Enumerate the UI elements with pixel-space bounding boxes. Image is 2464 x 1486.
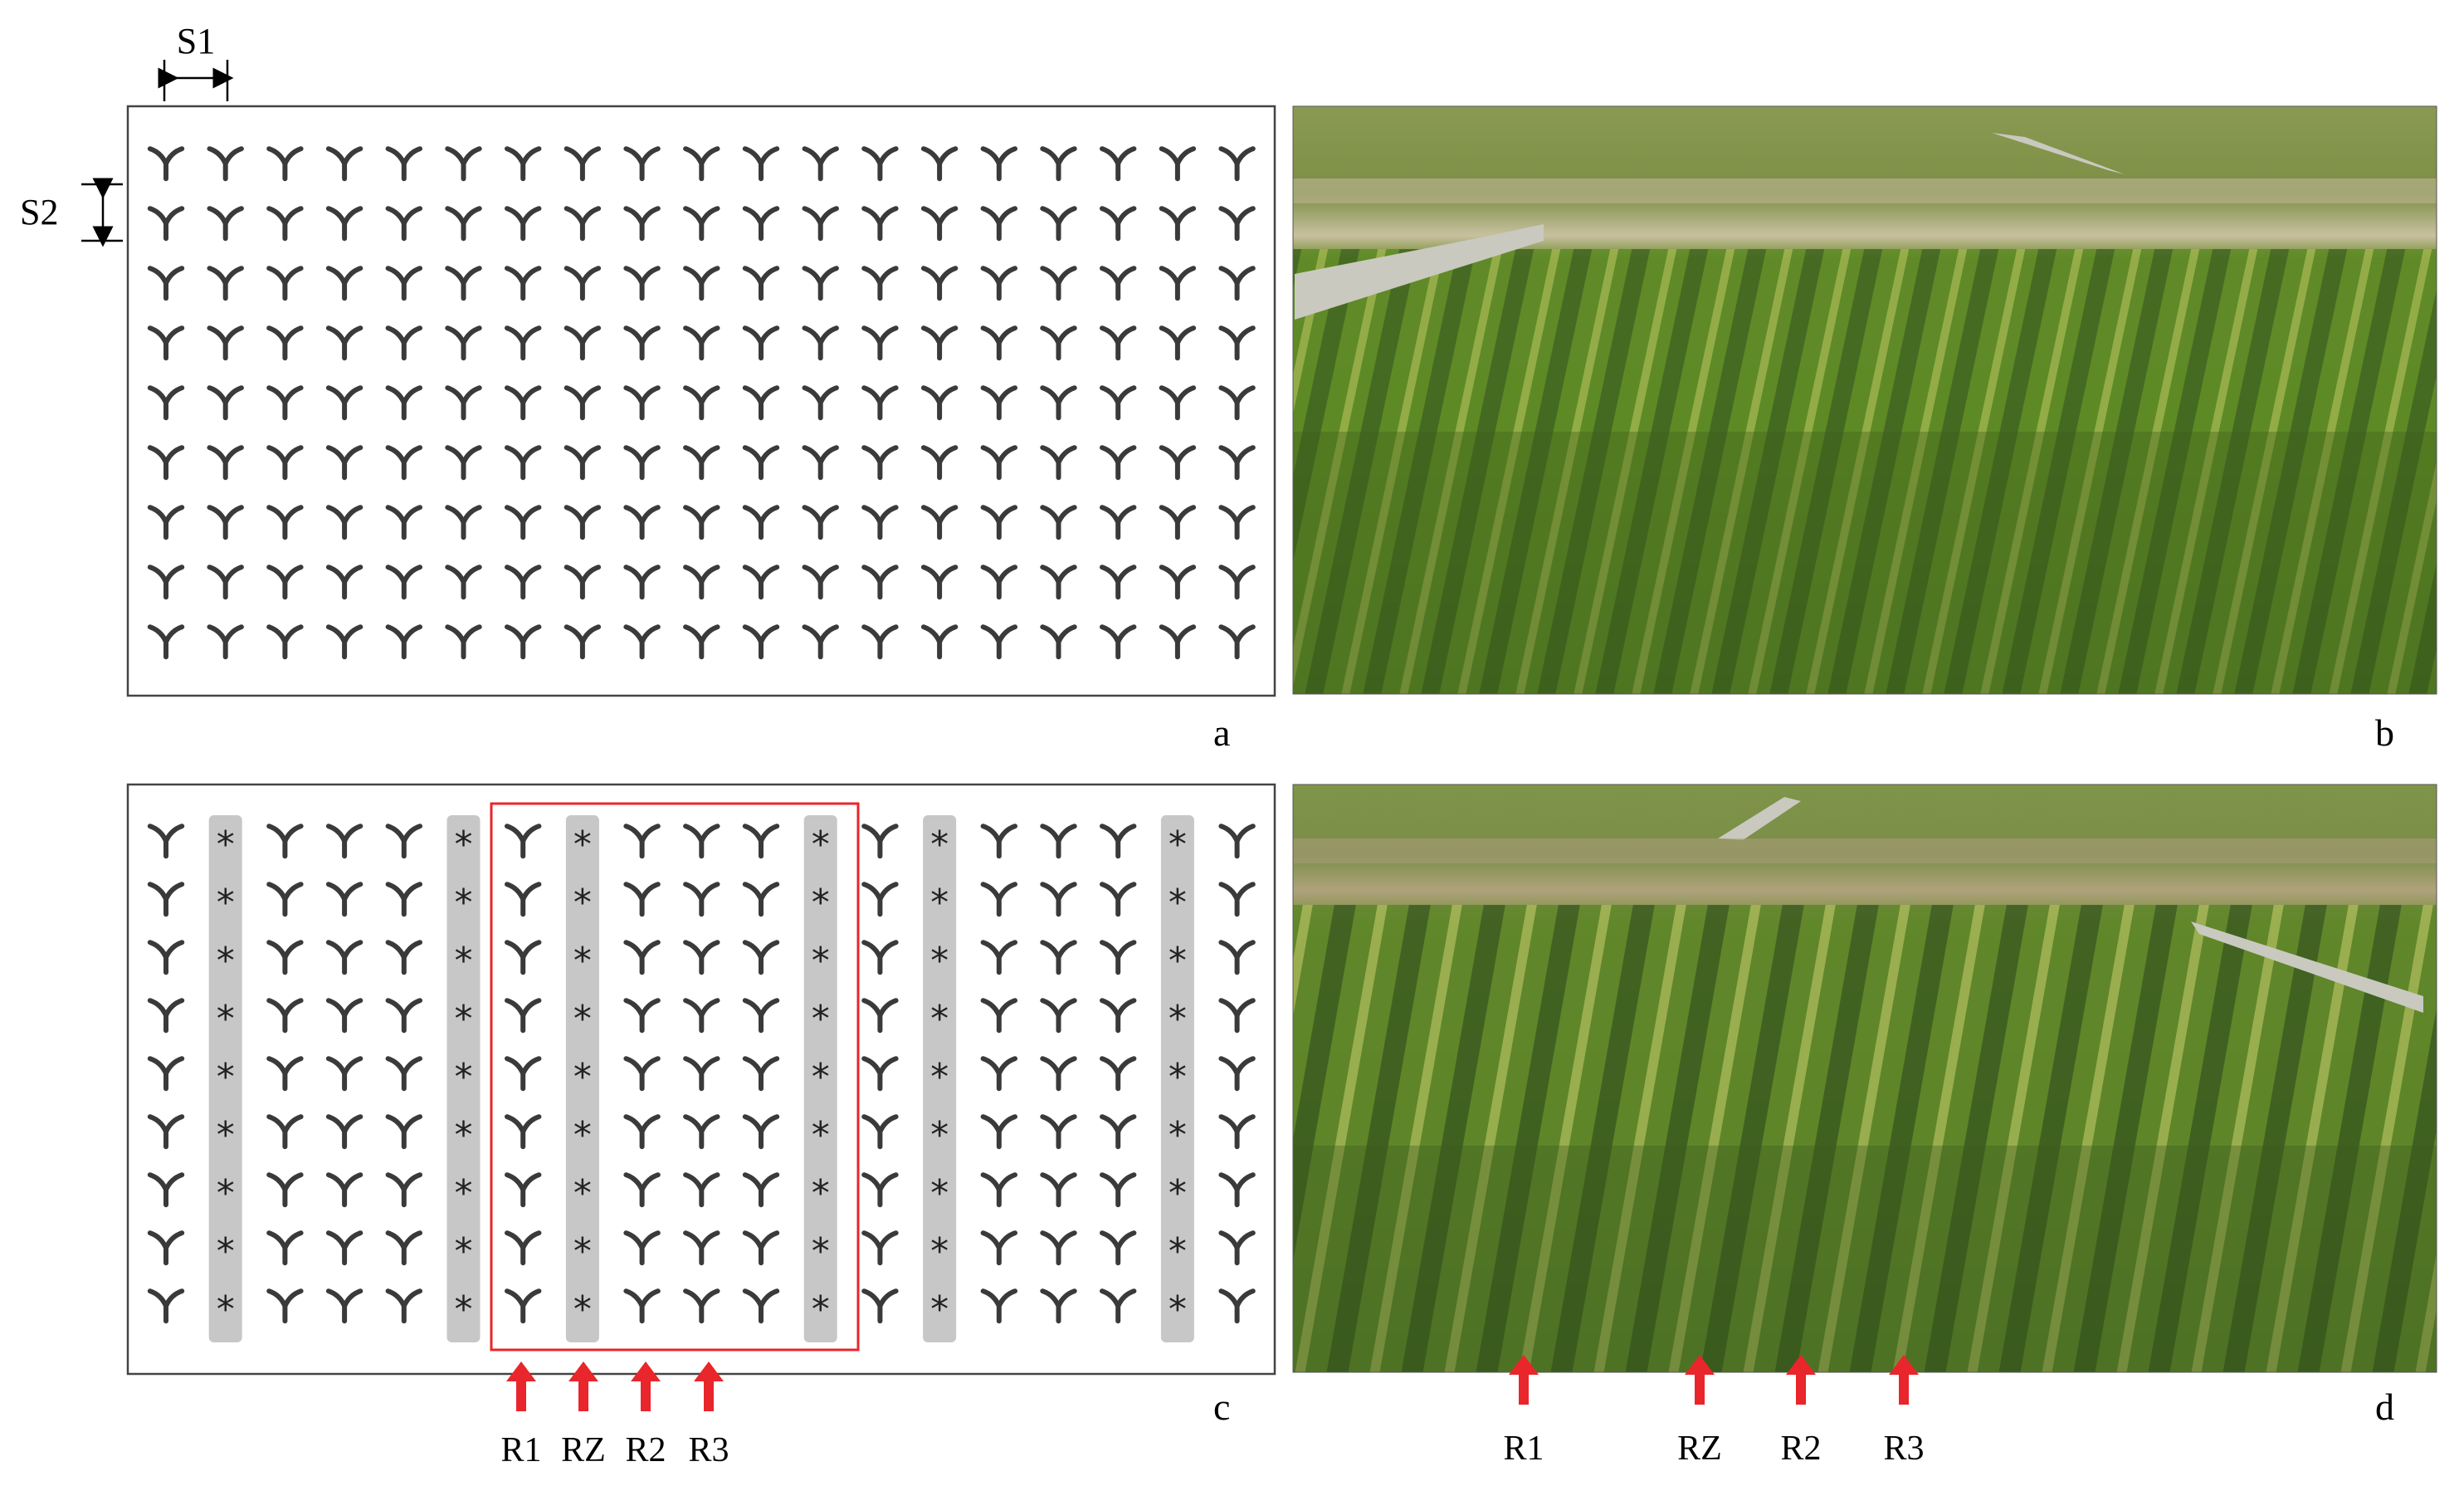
panel-a: S1 S2 a — [20, 21, 1276, 754]
gap-star: * — [455, 1172, 473, 1215]
s1-label: S1 — [177, 21, 215, 61]
gap-strip — [803, 815, 837, 1342]
row-arrow — [506, 1361, 536, 1411]
gap-star: * — [455, 940, 473, 982]
gap-star: * — [812, 1172, 830, 1215]
gap-star: * — [1169, 940, 1187, 982]
gap-star: * — [217, 998, 235, 1040]
panel-letter-c: c — [1213, 1386, 1230, 1428]
gap-star: * — [930, 1114, 949, 1156]
gap-star: * — [1169, 1056, 1187, 1098]
gap-star: * — [573, 1114, 592, 1156]
panel-letter-b: b — [2375, 711, 2394, 754]
gap-star: * — [812, 998, 830, 1040]
rice-field-photo-uniform-rows — [1292, 105, 2437, 695]
gap-star: * — [217, 1056, 235, 1098]
panel-letter-a: a — [1213, 711, 1230, 754]
gap-star: * — [1169, 998, 1187, 1040]
gap-star: * — [930, 882, 949, 924]
gap-star: * — [812, 1230, 830, 1273]
gap-strip — [446, 815, 481, 1342]
row-label-d-r3: R3 — [1883, 1430, 1924, 1468]
rice-field-photo-marked-rows — [1292, 784, 2437, 1373]
gap-strip — [208, 815, 242, 1342]
row-label-c-rz: RZ — [561, 1431, 606, 1469]
row-label-c-r3: R3 — [688, 1431, 729, 1469]
gap-star: * — [1169, 882, 1187, 924]
row-arrow — [631, 1361, 661, 1411]
gap-star: * — [217, 1230, 235, 1273]
highlight-box — [490, 802, 860, 1352]
row-arrow — [694, 1361, 724, 1411]
gap-star: * — [930, 940, 949, 982]
gap-star: * — [1169, 824, 1187, 866]
row-labels-d: R1 RZ R2 R3 — [1503, 1430, 1924, 1468]
gap-star: * — [573, 1288, 592, 1331]
gap-star: * — [573, 940, 592, 982]
gap-star: * — [930, 1172, 949, 1215]
gap-star: * — [1169, 1288, 1187, 1331]
gap-star: * — [455, 824, 473, 866]
gap-star: * — [930, 1288, 949, 1331]
row-arrow — [1685, 1355, 1715, 1405]
panel-b: b — [1292, 105, 2437, 754]
row-label-c-r1: R1 — [500, 1431, 541, 1469]
s1-dimension: S1 — [158, 21, 234, 101]
row-label-d-r2: R2 — [1780, 1430, 1821, 1468]
gap-star: * — [573, 998, 592, 1040]
gap-star: * — [1169, 1172, 1187, 1215]
gap-star: * — [217, 882, 235, 924]
gap-star: * — [217, 824, 235, 866]
row-label-c-r2: R2 — [625, 1431, 666, 1469]
row-arrow — [1509, 1355, 1539, 1405]
gap-star: * — [455, 998, 473, 1040]
gap-strip — [565, 815, 599, 1342]
s2-dimension: S2 — [20, 178, 123, 247]
gap-star: * — [930, 998, 949, 1040]
gap-star: * — [573, 882, 592, 924]
gap-star: * — [930, 1056, 949, 1098]
row-arrow — [568, 1361, 598, 1411]
gap-star: * — [573, 1172, 592, 1215]
gap-star: * — [217, 940, 235, 982]
row-arrows-c — [506, 1361, 724, 1411]
gap-star: * — [217, 1288, 235, 1331]
row-arrow — [1889, 1355, 1919, 1405]
gap-star: * — [930, 1230, 949, 1273]
row-label-d-r1: R1 — [1503, 1430, 1544, 1468]
panel-d: R1 RZ R2 R3 d — [1292, 784, 2437, 1468]
gap-star: * — [1169, 1230, 1187, 1273]
gap-star: * — [217, 1114, 235, 1156]
gap-star: * — [455, 1114, 473, 1156]
gap-star: * — [573, 1230, 592, 1273]
gap-star: * — [573, 1056, 592, 1098]
panel-c: * * * * * * * * * * * * * * * * * * * * * * * * * * * * * * * * * * * * * * * *… — [126, 783, 1276, 1469]
gap-star: * — [1169, 1114, 1187, 1156]
gap-star: * — [812, 940, 830, 982]
gap-star: * — [930, 824, 949, 866]
row-labels-c: R1 RZ R2 R3 — [500, 1431, 729, 1469]
gap-star: * — [455, 1056, 473, 1098]
gap-star: * — [812, 824, 830, 866]
gap-strip — [1160, 815, 1194, 1342]
gap-star: * — [455, 882, 473, 924]
gap-strip — [923, 815, 957, 1342]
row-arrow — [1786, 1355, 1816, 1405]
gap-star: * — [812, 1056, 830, 1098]
panel-letter-d: d — [2375, 1386, 2394, 1428]
gap-star: * — [455, 1230, 473, 1273]
gap-star: * — [455, 1288, 473, 1331]
seedling-grid-c: * * * * * * * * * * * * * * * * * * * * * * * * * * * * * * * * * * * * * * * *… — [150, 824, 1253, 1331]
gap-star: * — [812, 1114, 830, 1156]
gap-star: * — [573, 824, 592, 866]
s2-label: S2 — [20, 192, 58, 232]
gap-strips — [208, 815, 1194, 1342]
gap-star: * — [812, 1288, 830, 1331]
row-label-d-rz: RZ — [1677, 1430, 1722, 1468]
gap-star: * — [217, 1172, 235, 1215]
row-arrows-d — [1509, 1355, 1919, 1405]
gap-star: * — [812, 882, 830, 924]
